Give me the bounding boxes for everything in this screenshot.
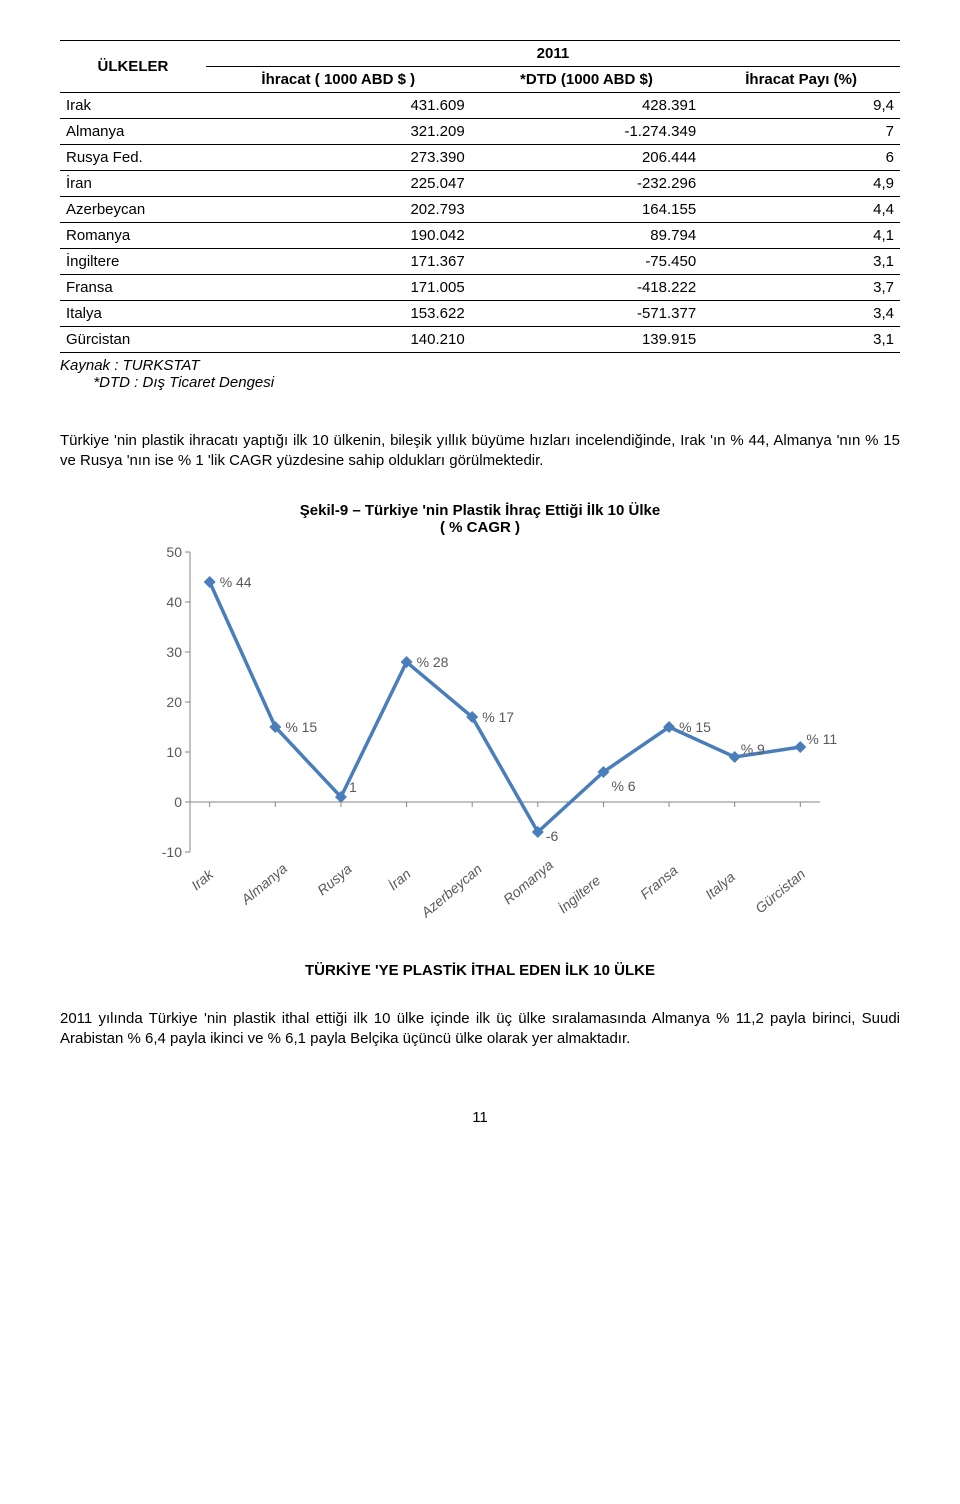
th-col2: *DTD (1000 ABD $) [471,67,703,93]
table-cell: Romanya [60,223,206,249]
point-label: % 17 [482,709,514,725]
chart-title-line2: ( % CAGR ) [440,519,520,536]
table-cell: -571.377 [471,301,703,327]
y-tick-label: 10 [166,744,182,760]
table-cell: 273.390 [206,145,471,171]
table-cell: 4,9 [702,171,900,197]
point-label: % 15 [679,719,711,735]
table-cell: Irak [60,93,206,119]
table-cell: -75.450 [471,249,703,275]
table-cell: Italya [60,301,206,327]
table-cell: 3,7 [702,275,900,301]
table-cell: -1.274.349 [471,119,703,145]
th-col1: İhracat ( 1000 ABD $ ) [206,67,471,93]
table-cell: 431.609 [206,93,471,119]
table-cell: 225.047 [206,171,471,197]
chart-title-line1: Şekil-9 – Türkiye 'nin Plastik İhraç Ett… [300,502,660,519]
point-label: % 11 [806,731,837,747]
section-heading: TÜRKİYE 'YE PLASTİK İTHAL EDEN İLK 10 ÜL… [60,962,900,979]
y-tick-label: 30 [166,644,182,660]
table-cell: -232.296 [471,171,703,197]
table-cell: 3,4 [702,301,900,327]
table-cell: 3,1 [702,327,900,353]
table-cell: 6 [702,145,900,171]
table-cell: 190.042 [206,223,471,249]
table-cell: 206.444 [471,145,703,171]
table-cell: 3,1 [702,249,900,275]
export-table: ÜLKELER 2011 İhracat ( 1000 ABD $ ) *DTD… [60,40,900,353]
point-label: % 6 [611,778,635,794]
table-cell: 171.005 [206,275,471,301]
chart-title: Şekil-9 – Türkiye 'nin Plastik İhraç Ett… [60,502,900,536]
table-cell: 321.209 [206,119,471,145]
source-line1: Kaynak : TURKSTAT [60,357,199,374]
table-cell: 7 [702,119,900,145]
y-tick-label: -10 [162,844,182,860]
table-cell: 89.794 [471,223,703,249]
table-cell: Gürcistan [60,327,206,353]
table-cell: -418.222 [471,275,703,301]
point-label: % 44 [220,574,252,590]
table-cell: 428.391 [471,93,703,119]
table-cell: Fransa [60,275,206,301]
cagr-line-chart: -1001020304050% 44Irak% 15Almanya1Rusya%… [130,542,830,922]
paragraph-1: Türkiye 'nin plastik ihracatı yaptığı il… [60,431,900,472]
table-cell: 153.622 [206,301,471,327]
table-cell: İngiltere [60,249,206,275]
point-label: % 28 [417,654,449,670]
table-cell: Rusya Fed. [60,145,206,171]
table-cell: 9,4 [702,93,900,119]
y-tick-label: 50 [166,544,182,560]
source-block: Kaynak : TURKSTAT *DTD : Dış Ticaret Den… [60,357,900,391]
table-cell: 4,1 [702,223,900,249]
chart-svg [130,542,830,882]
y-tick-label: 0 [174,794,182,810]
table-cell: 171.367 [206,249,471,275]
point-label: -6 [546,828,558,844]
paragraph-2: 2011 yılında Türkiye 'nin plastik ithal … [60,1009,900,1050]
table-cell: 140.210 [206,327,471,353]
table-cell: İran [60,171,206,197]
point-label: % 9 [741,741,765,757]
table-cell: 164.155 [471,197,703,223]
point-label: % 15 [285,719,317,735]
table-cell: Azerbeycan [60,197,206,223]
point-label: 1 [349,779,357,795]
source-line2: *DTD : Dış Ticaret Dengesi [93,374,274,391]
th-col3: İhracat Payı (%) [702,67,900,93]
th-ulkeler: ÜLKELER [60,41,206,93]
table-cell: Almanya [60,119,206,145]
y-tick-label: 40 [166,594,182,610]
table-cell: 139.915 [471,327,703,353]
y-tick-label: 20 [166,694,182,710]
page-number: 11 [60,1109,900,1126]
table-cell: 4,4 [702,197,900,223]
th-year: 2011 [206,41,900,67]
table-cell: 202.793 [206,197,471,223]
